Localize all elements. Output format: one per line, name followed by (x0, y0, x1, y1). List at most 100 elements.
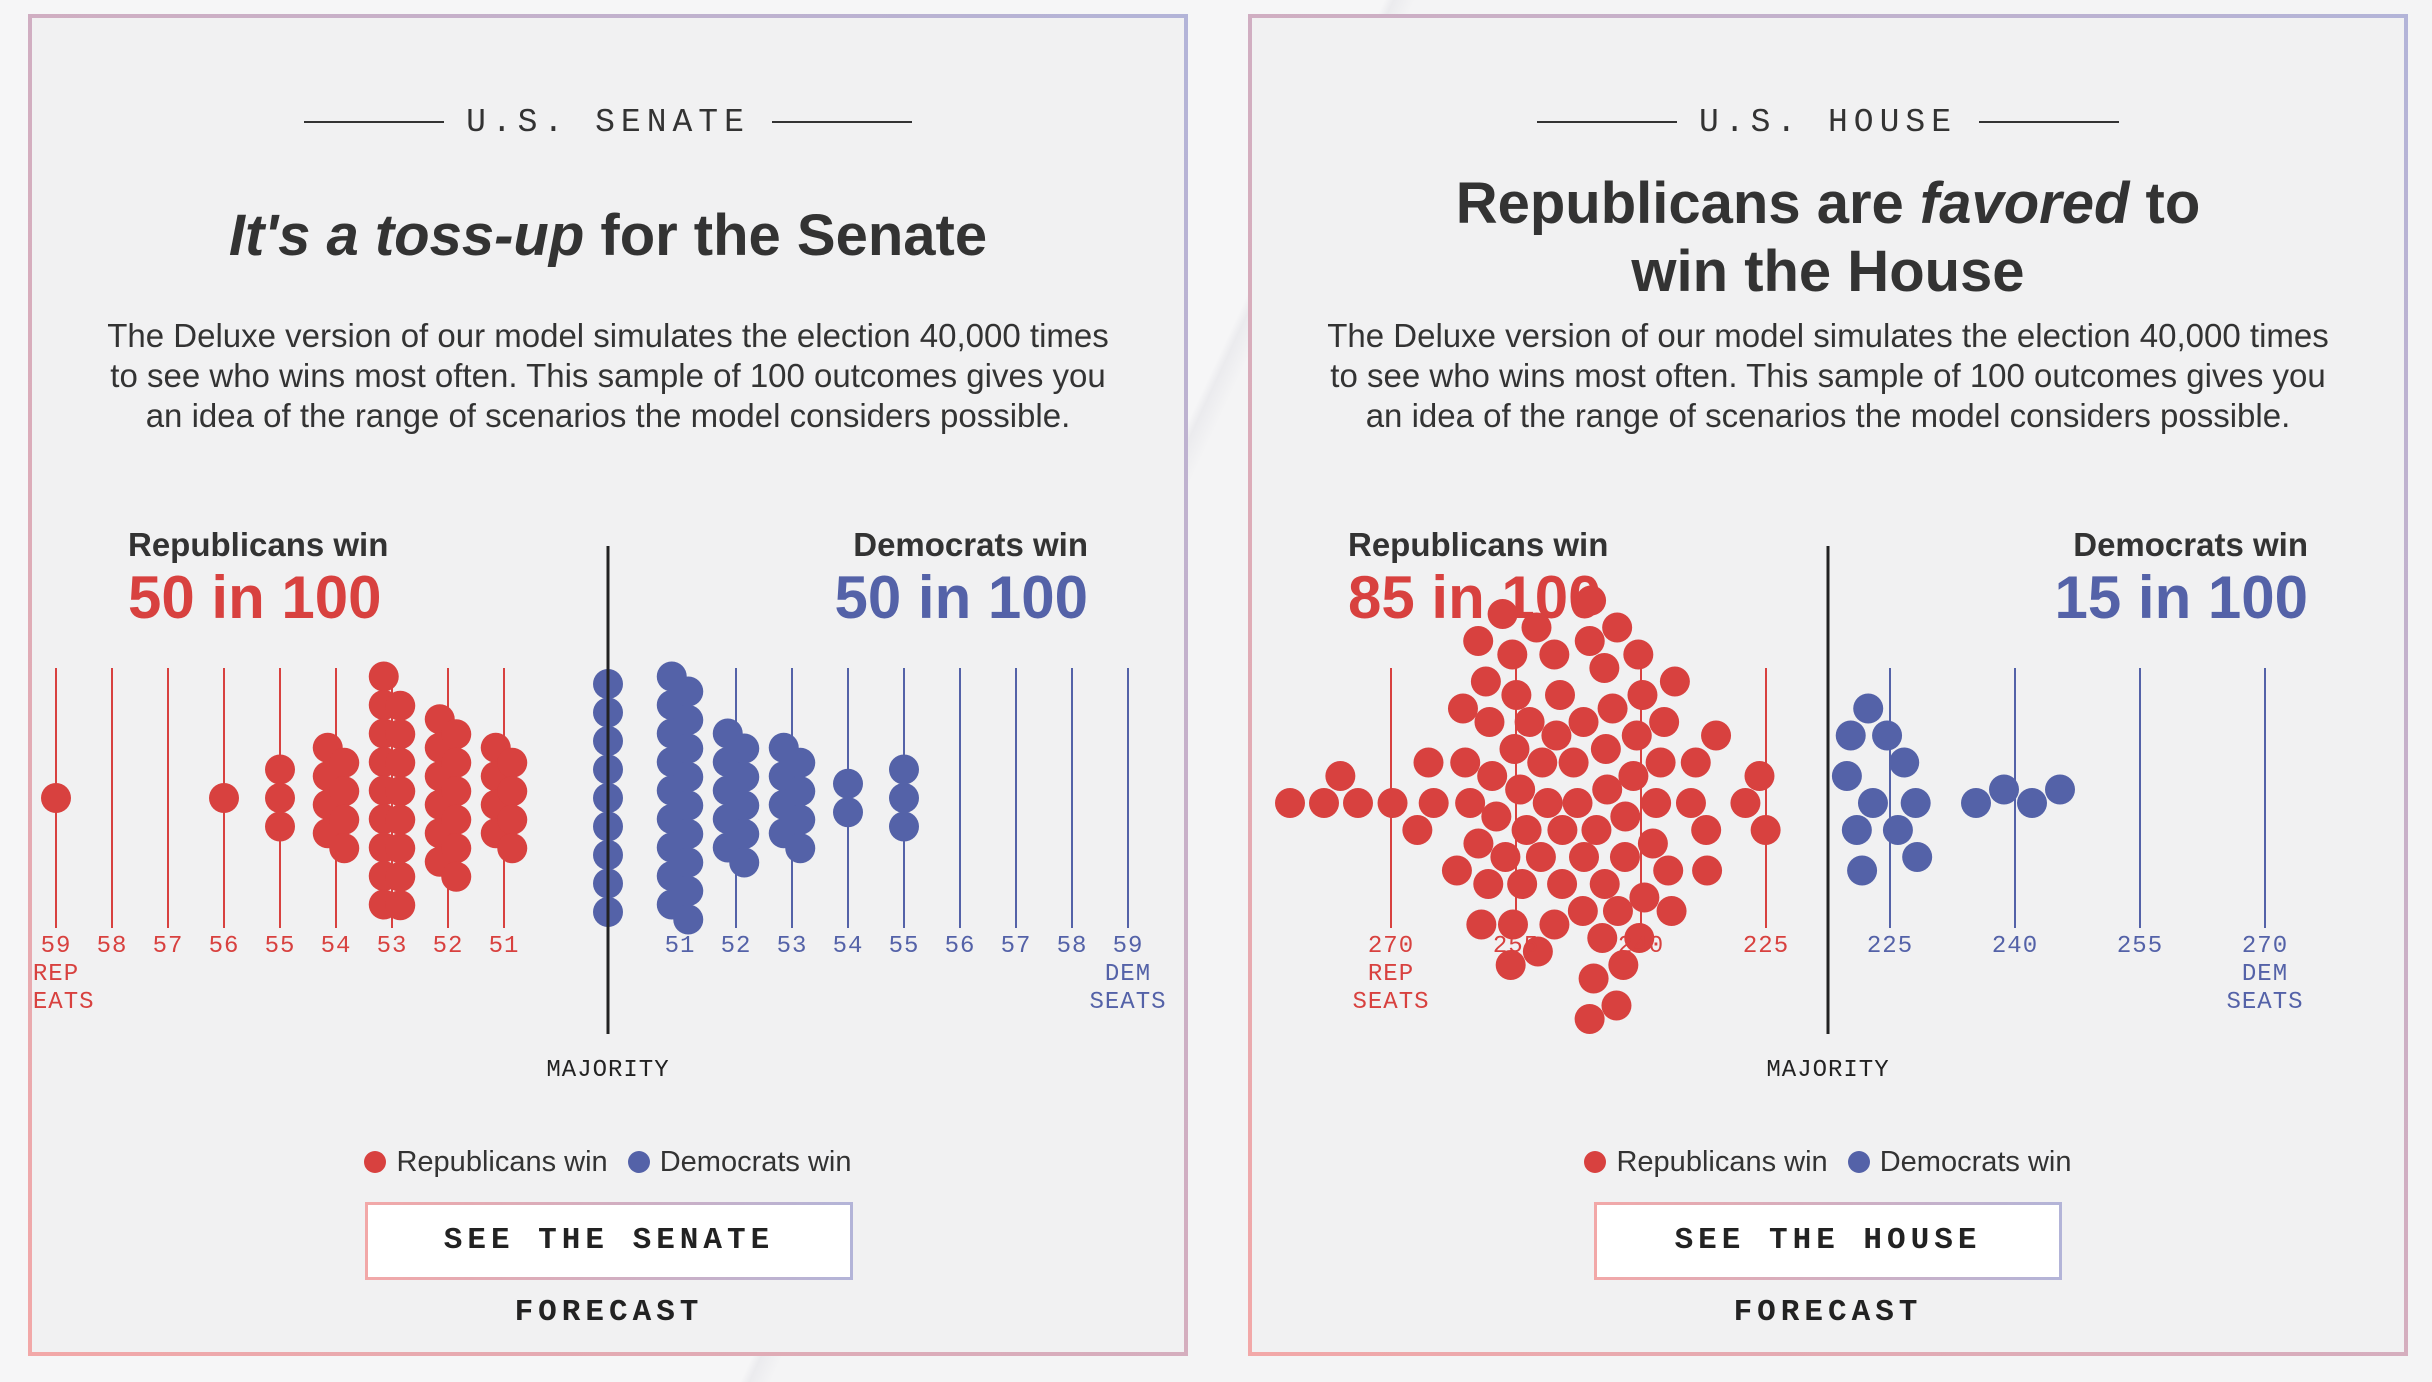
rep-outcome-dot (1574, 626, 1605, 656)
rep-axis-note: REP (33, 961, 79, 988)
legend-rep: Republicans win (364, 1146, 608, 1179)
dem-outcome-dot (673, 762, 704, 792)
house-dot-chart: 270 255 240 225 225 240 255 270REPSEATSDEMSEATS… (1275, 546, 2303, 1084)
headline-emphasis: It's a toss-up (228, 203, 585, 268)
rep-outcome-dot (1514, 707, 1545, 737)
dem-outcome-dot (1882, 815, 1913, 845)
kicker-rule-right (771, 121, 912, 124)
dem-outcome-dot (1847, 855, 1878, 886)
rep-outcome-dot (1730, 788, 1761, 818)
rep-outcome-dot (1656, 896, 1687, 926)
rep-outcome-dot (1587, 923, 1618, 953)
legend-dem-label: Democrats win (659, 1146, 852, 1178)
dem-tick-label: 240 (1992, 933, 2038, 960)
dem-outcome-dot (889, 783, 919, 813)
legend-dem: Democrats win (627, 1146, 852, 1179)
rep-axis-note: SEATS (32, 989, 95, 1016)
rep-outcome-dot (1602, 612, 1633, 643)
rep-outcome-dot (1481, 801, 1512, 832)
rep-outcome-dot (1691, 815, 1722, 845)
legend-dem: Democrats win (1847, 1146, 2072, 1179)
rep-outcome-dot (1418, 788, 1449, 818)
dem-outcome-dot (785, 833, 816, 864)
dem-outcome-dot (1902, 842, 1933, 872)
rep-outcome-dot (1495, 950, 1526, 980)
rep-outcome-dot (1463, 626, 1494, 656)
dem-outcome-dot (729, 733, 760, 764)
rep-outcome-dot (1466, 909, 1497, 940)
rep-outcome-dot (1477, 761, 1508, 791)
dem-outcome-dot (1857, 788, 1888, 818)
rep-outcome-dot (1618, 761, 1649, 791)
rep-outcome-dot (1609, 842, 1640, 872)
rep-outcome-dot (1413, 747, 1444, 778)
dem-outcome-dot (673, 705, 704, 735)
rep-outcome-dot (1680, 747, 1711, 778)
rep-outcome-dot (1578, 963, 1609, 994)
legend-rep: Republicans win (1584, 1146, 1828, 1179)
dem-tick-label: 57 (1001, 933, 1032, 960)
senate-headline: It's a toss-up for the Senate (92, 202, 1124, 270)
rep-outcome-dot (1497, 639, 1528, 670)
rep-outcome-dot (385, 719, 416, 750)
senate-description: The Deluxe version of our model simulate… (107, 317, 1109, 434)
rep-outcome-dot (329, 747, 360, 778)
rep-outcome-dot (1590, 734, 1621, 764)
dem-outcome-dot (1831, 761, 1862, 791)
house-dem-win-value: 15 in 100 (2054, 564, 2308, 631)
rep-tick-label: 270 (1368, 933, 1414, 960)
rep-outcome-dot (1490, 842, 1521, 872)
rep-tick-label: 53 (377, 933, 408, 960)
legend-dem-dot (627, 1151, 650, 1173)
rep-outcome-dot (1744, 761, 1775, 791)
rep-outcome-dot (441, 861, 472, 892)
legend-rep-label: Republicans win (1616, 1146, 1828, 1178)
dem-outcome-dot (785, 747, 816, 778)
rep-tick-label: 240 (1618, 933, 1664, 960)
headline-text-2: to (2129, 171, 2201, 236)
dem-tick-label: 54 (833, 933, 864, 960)
rep-outcome-dot (209, 783, 239, 813)
rep-tick-label: 59 (41, 933, 72, 960)
rep-outcome-dot (1675, 788, 1706, 818)
rep-outcome-dot (1447, 693, 1478, 724)
legend-dem-dot (1847, 1151, 1870, 1173)
rep-outcome-dot (1589, 653, 1620, 683)
see-senate-forecast-button[interactable]: SEE THE SENATE FORECAST (365, 1202, 853, 1330)
dem-outcome-dot (673, 790, 704, 821)
rep-tick-label: 57 (153, 933, 184, 960)
headline-line-2: win the House (1631, 239, 2025, 304)
dem-axis-note: DEM (1105, 961, 1151, 988)
rep-tick-label: 225 (1743, 933, 1789, 960)
headline-emphasis: favored (1919, 171, 2130, 236)
dem-outcome-dot (1889, 747, 1920, 778)
rep-outcome-dot (1547, 869, 1578, 899)
rep-outcome-dot (1610, 801, 1641, 832)
dem-outcome-dot (1961, 788, 1991, 818)
rep-tick-label: 58 (97, 933, 128, 960)
rep-outcome-dot (1750, 815, 1781, 845)
dem-tick-label: 58 (1057, 933, 1088, 960)
rep-outcome-dot (1692, 855, 1723, 886)
dem-tick-label: 53 (777, 933, 808, 960)
see-house-forecast-button[interactable]: SEE THE HOUSE FORECAST (1594, 1202, 2062, 1330)
rep-outcome-dot (1627, 680, 1658, 710)
dem-outcome-dot (1853, 693, 1884, 724)
house-panel: U.S. HOUSE Republicans are favored to wi… (1248, 14, 2408, 1356)
rep-outcome-dot (1649, 707, 1680, 737)
rep-outcome-dot (1450, 747, 1481, 778)
dem-tick-label: 52 (721, 933, 752, 960)
rep-outcome-dot (1441, 855, 1472, 886)
rep-outcome-dot (1589, 869, 1620, 899)
majority-label: MAJORITY (546, 1057, 669, 1084)
kicker-rule-right (1979, 121, 2120, 124)
rep-outcome-dot (1275, 788, 1305, 818)
rep-outcome-dot (385, 890, 416, 921)
dem-tick-label: 56 (945, 933, 976, 960)
rep-outcome-dot (497, 804, 528, 835)
rep-outcome-dot (1499, 734, 1530, 764)
rep-outcome-dot (385, 776, 416, 807)
rep-outcome-dot (1522, 936, 1553, 967)
rep-outcome-dot (1576, 585, 1607, 616)
dem-tick-label: 255 (2117, 933, 2163, 960)
